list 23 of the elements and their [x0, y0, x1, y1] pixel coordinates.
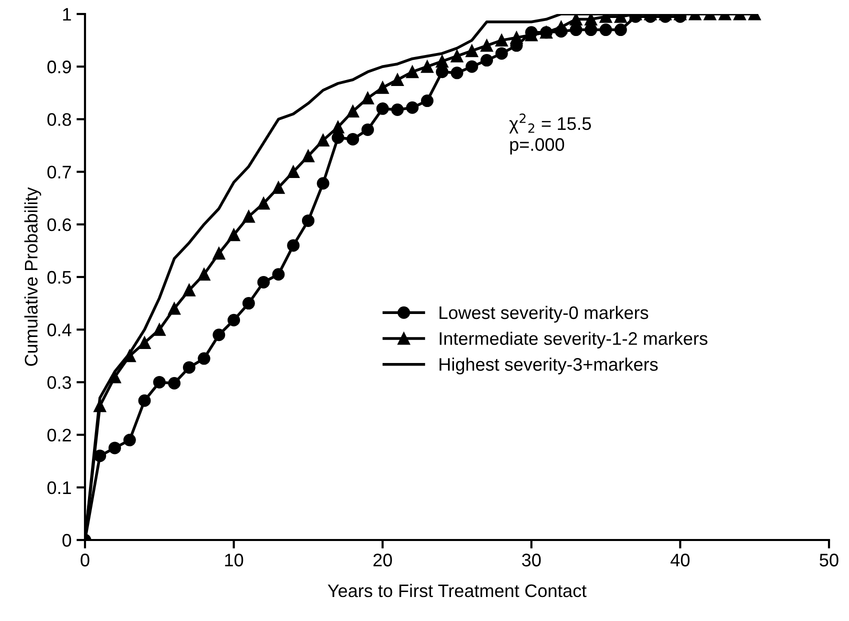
legend-label: Lowest severity-0 markers — [440, 306, 648, 323]
x-tick-label: 0 — [80, 554, 90, 566]
y-tick-label: 0 — [62, 534, 72, 547]
y-tick-label: 0.2 — [47, 428, 71, 442]
x-tick-label: 50 — [820, 554, 838, 566]
y-tick-label: 0.5 — [47, 270, 72, 284]
y-tick-label: 0.4 — [47, 324, 72, 336]
x-tick-label: 40 — [670, 554, 690, 566]
x-tick-label: 30 — [522, 554, 541, 566]
x-axis-title: Years to First Treatment Contact — [328, 584, 586, 598]
y-tick-label: 0.7 — [47, 166, 71, 179]
legend-label: Intermediate severity-1-2 markers — [440, 332, 708, 349]
y-tick-label: 0.1 — [47, 481, 71, 494]
legend-label: Highest severity-3+markers — [440, 358, 658, 374]
annotation: χ$^{2}$$_{2}$ = 15.5 p=.000 — [509, 114, 591, 155]
y-tick-label: 0.6 — [47, 218, 72, 232]
y-axis-title: Cumulative Probability — [24, 187, 42, 366]
y-tick-label: 1 — [63, 8, 71, 21]
x-tick-label: 20 — [373, 554, 392, 566]
y-tick-label: 0.3 — [47, 376, 72, 389]
x-tick-label: 10 — [225, 554, 244, 566]
y-tick-label: 0.9 — [47, 60, 71, 74]
y-tick-label: 0.8 — [47, 113, 72, 126]
